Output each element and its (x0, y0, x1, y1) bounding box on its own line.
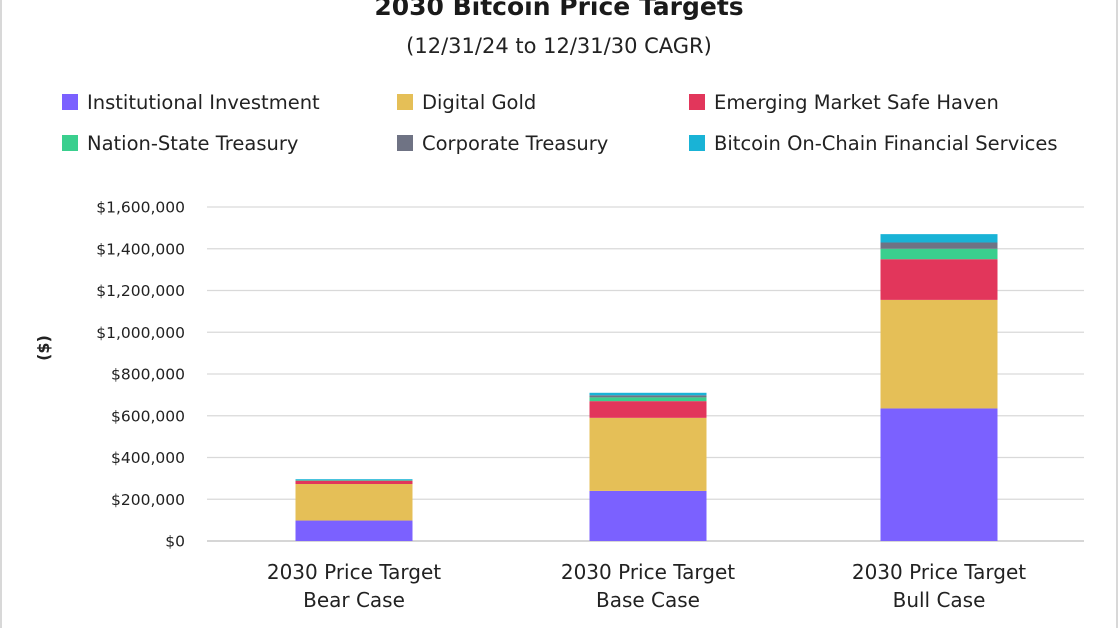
y-tick-label: $1,200,000 (96, 282, 185, 300)
bar-segment (880, 242, 998, 249)
x-tick-label: 2030 Price Target (267, 560, 441, 584)
x-tick-label: 2030 Price Target (852, 560, 1026, 584)
bar-segment (880, 234, 998, 243)
bar-segment (589, 395, 707, 398)
legend-swatch (689, 94, 705, 110)
legend-swatch (397, 94, 413, 110)
bar-segment (295, 479, 413, 481)
chart-subtitle: (12/31/24 to 12/31/30 CAGR) (406, 34, 712, 58)
legend-swatch (397, 135, 413, 151)
legend: Institutional Investment Digital Gold Emer… (62, 91, 1058, 155)
bars (295, 234, 998, 541)
y-tick-label: $400,000 (111, 449, 185, 467)
bar-segment (880, 248, 998, 260)
bar-segment (880, 259, 998, 300)
legend-label: Institutional Investment (87, 91, 320, 114)
bar-segment (589, 401, 707, 418)
bar-segment (589, 397, 707, 402)
bar-segment (295, 480, 413, 485)
x-axis: 2030 Price Target Bear Case 2030 Price Tar… (267, 560, 1026, 612)
bar-segment (880, 299, 998, 409)
y-tick-label: $1,600,000 (96, 199, 185, 217)
legend-label: Corporate Treasury (422, 132, 608, 155)
bar-segment (589, 490, 707, 541)
y-tick-label: $600,000 (111, 407, 185, 425)
x-tick-label: 2030 Price Target (561, 560, 735, 584)
bar-segment (295, 520, 413, 541)
legend-label: Digital Gold (422, 91, 536, 114)
legend-swatch (689, 135, 705, 151)
x-tick-label: Bull Case (893, 588, 986, 612)
y-tick-label: $0 (165, 533, 185, 551)
legend-label: Bitcoin On-Chain Financial Services (714, 132, 1058, 155)
chart-title: 2030 Bitcoin Price Targets (374, 0, 744, 21)
bar-segment (589, 417, 707, 491)
x-tick-label: Base Case (596, 588, 700, 612)
bar-segment (880, 408, 998, 541)
y-tick-label: $200,000 (111, 491, 185, 509)
legend-label: Nation-State Treasury (87, 132, 298, 155)
y-tick-label: $800,000 (111, 366, 185, 384)
y-tick-label: $1,400,000 (96, 240, 185, 258)
bar-segment (295, 484, 413, 521)
y-tick-label: $1,000,000 (96, 324, 185, 342)
y-axis-label: ($) (34, 335, 53, 361)
y-axis: $0 $200,000 $400,000 $600,000 $800,000 $1,000… (34, 199, 185, 551)
bar-segment (589, 392, 707, 396)
legend-swatch (62, 94, 78, 110)
legend-swatch (62, 135, 78, 151)
legend-label: Emerging Market Safe Haven (714, 91, 999, 114)
x-tick-label: Bear Case (303, 588, 405, 612)
